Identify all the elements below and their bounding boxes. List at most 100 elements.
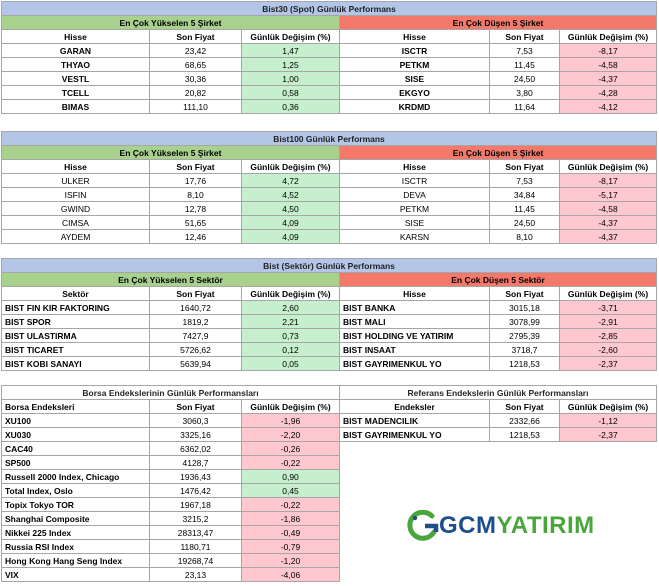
col-header-change: Günlük Değişim (%) (558, 286, 658, 301)
bist30-up-title: En Çok Yükselen 5 Şirket (1, 15, 340, 30)
stock-name: PETKM (339, 201, 490, 216)
stock-price: 17,76 (149, 173, 242, 188)
table-row: THYAO 68,65 1,25 PETKM 11,45 -4,58 (1, 57, 658, 72)
index-name: VIX (1, 567, 150, 582)
logo-text-gcm: GCM (439, 512, 497, 539)
stock-change: 1,25 (241, 57, 340, 72)
index-price: 3215,2 (149, 511, 242, 526)
sector-price: 7427,9 (149, 328, 242, 343)
stock-change: -4,37 (558, 71, 658, 86)
col-header-sector: Sektör (1, 286, 150, 301)
index-change: -1,20 (240, 553, 341, 568)
col-header-change: Günlük Değişim (%) (241, 286, 340, 301)
table-row: Hong Kong Hang Seng Index 19268,74 -1,20 (1, 553, 657, 568)
sector-name: BIST GAYRIMENKUL YO (339, 356, 490, 371)
stock-name: EKGYO (339, 85, 490, 100)
table-row: BIST ULASTIRMA 7427,9 0,73 BIST HOLDING VE… (1, 328, 658, 343)
index-name: Russell 2000 Index, Chicago (1, 469, 150, 484)
logo-text-yatirim: YATIRIM (496, 512, 595, 539)
logo-wordmark: GCMYATIRIM (439, 512, 595, 540)
stock-name: THYAO (1, 57, 150, 72)
sector-price: 2795,39 (489, 328, 560, 343)
stock-change: -4,28 (558, 85, 658, 100)
table-row: GARAN 23,42 1,47 ISCTR 7,53 -8,17 (1, 43, 658, 58)
logo-mark-icon (405, 509, 443, 542)
col-header-price: Son Fiyat (149, 29, 242, 44)
stock-price: 11,64 (489, 99, 560, 114)
stock-price: 30,36 (149, 71, 242, 86)
sector-change: -2,85 (558, 328, 658, 343)
bist100-down-title: En Çok Düşen 5 Şirket (338, 145, 658, 160)
stock-price: 7,53 (489, 43, 560, 58)
stock-price: 8,10 (489, 229, 560, 244)
sector-change: 0,12 (241, 342, 340, 357)
index-price: 28313,47 (149, 525, 242, 540)
sector-price: 5726,62 (149, 342, 242, 357)
index-name: BIST MADENCILIK (339, 413, 491, 428)
index-name: CAC40 (1, 441, 150, 456)
stock-price: 34,84 (489, 187, 560, 202)
stock-name: GARAN (1, 43, 150, 58)
index-price: 3325,16 (149, 427, 242, 442)
col-header-price: Son Fiyat (489, 29, 560, 44)
col-header-change: Günlük Değişim (%) (241, 159, 340, 174)
sector-name: BIST HOLDING VE YATIRIM (339, 328, 490, 343)
table-row: SP500 4128,7 -0,22 (1, 455, 657, 470)
index-change: -1,12 (559, 413, 658, 428)
stock-price: 7,53 (489, 173, 560, 188)
stock-name: VESTL (1, 71, 150, 86)
index-name: Nikkei 225 Index (1, 525, 150, 540)
col-header-stock: Hisse (339, 286, 490, 301)
index-price: 23,13 (149, 567, 242, 582)
stock-name: ULKER (1, 173, 150, 188)
stock-name: ISCTR (339, 43, 490, 58)
stock-name: KRDMD (339, 99, 490, 114)
stock-change: 4,52 (241, 187, 340, 202)
stock-price: 11,45 (489, 57, 560, 72)
stock-change: 1,00 (241, 71, 340, 86)
stock-change: -8,17 (558, 43, 658, 58)
table-row: Shanghai Composite 3215,2 -1,86 (1, 511, 657, 526)
stock-change: -4,37 (558, 215, 658, 230)
index-price: 1180,71 (149, 539, 242, 554)
index-price: 3060,3 (149, 413, 242, 428)
table-row: XU030 3325,16 -2,20 BIST GAYRIMENKUL YO 121… (1, 427, 658, 442)
index-change: -1,96 (240, 413, 341, 428)
col-header-price: Son Fiyat (489, 286, 560, 301)
table-row: XU100 3060,3 -1,96 BIST MADENCILIK 2332,66-… (1, 413, 658, 428)
stock-name: ISFIN (1, 187, 150, 202)
stock-name: GWIND (1, 201, 150, 216)
stock-change: -4,58 (558, 57, 658, 72)
table-row: Total Index, Oslo 1476,42 0,45 (1, 483, 657, 498)
sector-name: BIST TICARET (1, 342, 150, 357)
sector-up-title: En Çok Yükselen 5 Sektör (1, 272, 340, 287)
index-price: 4128,7 (149, 455, 242, 470)
stock-name: TCELL (1, 85, 150, 100)
stock-price: 24,50 (489, 215, 560, 230)
gcm-yatirim-logo: GCMYATIRIM (405, 508, 635, 544)
stock-name: SISE (339, 215, 490, 230)
stock-price: 23,42 (149, 43, 242, 58)
index-price: 2332,66 (489, 413, 561, 428)
stock-change: 1,47 (241, 43, 340, 58)
sector-price: 1640,72 (149, 300, 242, 315)
table-row: Topix Tokyo TOR 1967,18 -0,22 (1, 497, 657, 512)
index-name: Hong Kong Hang Seng Index (1, 553, 150, 568)
index-change: -0,26 (240, 441, 341, 456)
stock-price: 20,82 (149, 85, 242, 100)
table-row: ULKER 17,76 4,72 ISCTR 7,53 -8,17 (1, 173, 658, 188)
index-price: 1476,42 (149, 483, 242, 498)
index-price: 6362,02 (149, 441, 242, 456)
col-header-change: Günlük Değişim (%) (559, 399, 658, 414)
table-row: TCELL 20,82 0,58 EKGYO 3,80 -4,28 (1, 85, 658, 100)
indices-table: Borsa Endekslerinin Günlük Performanslar… (0, 385, 658, 582)
col-header-index: Endeksler (339, 399, 491, 414)
col-header-price: Son Fiyat (149, 159, 242, 174)
col-header-price: Son Fiyat (489, 399, 561, 414)
index-change: -0,22 (240, 455, 341, 470)
bist100-up-title: En Çok Yükselen 5 Şirket (1, 145, 340, 160)
stock-price: 8,10 (149, 187, 242, 202)
stock-change: 4,72 (241, 173, 340, 188)
table-row: Nikkei 225 Index 28313,47 -0,49 (1, 525, 657, 540)
sector-price: 3718,7 (489, 342, 560, 357)
